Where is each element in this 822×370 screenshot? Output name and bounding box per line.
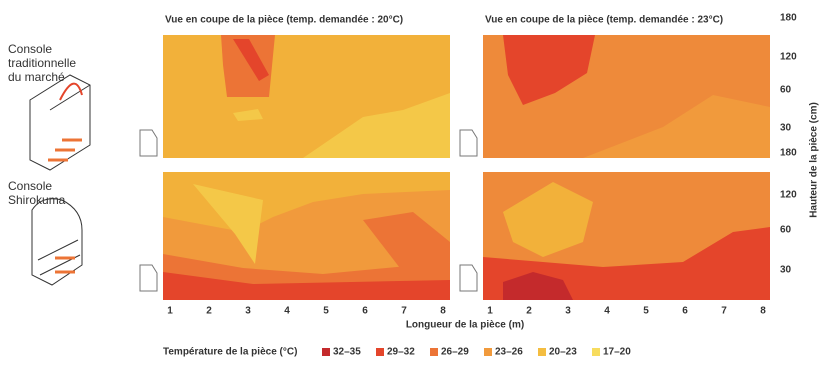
y-tick-label: 30 <box>780 265 792 276</box>
legend-title: Température de la pièce (°C) <box>163 347 297 358</box>
device-label: Shirokuma <box>8 193 66 207</box>
legend-label: 23–26 <box>495 347 523 358</box>
y-tick-label: 30 <box>780 123 792 134</box>
person-icon <box>459 264 478 292</box>
legend-label: 32–35 <box>333 347 361 358</box>
contour-panel <box>483 35 770 158</box>
console-icon <box>29 74 91 171</box>
device-label: Console <box>8 179 52 193</box>
device-label: traditionnelle <box>8 56 76 70</box>
legend-swatch <box>322 348 330 356</box>
panel-title: Vue en coupe de la pièce (temp. demandée… <box>485 15 723 26</box>
legend-swatch <box>592 348 600 356</box>
legend-label: 17–20 <box>603 347 631 358</box>
y-tick-label: 60 <box>780 85 792 96</box>
y-tick-label: 180 <box>780 148 797 159</box>
x-tick-label: 8 <box>440 306 446 317</box>
y-tick-label: 120 <box>780 190 797 201</box>
person-icon <box>139 129 158 157</box>
x-tick-label: 2 <box>206 306 212 317</box>
x-tick-label: 6 <box>682 306 688 317</box>
x-tick-label: 7 <box>401 306 407 317</box>
device-label: Console <box>8 42 52 56</box>
contour-panel <box>163 172 450 300</box>
contour-panel <box>483 172 770 300</box>
x-tick-label: 6 <box>362 306 368 317</box>
y-tick-label: 60 <box>780 225 792 236</box>
console-icon <box>31 198 83 286</box>
x-tick-label: 4 <box>604 306 610 317</box>
legend-label: 20–23 <box>549 347 577 358</box>
panel-title: Vue en coupe de la pièce (temp. demandée… <box>165 15 403 26</box>
person-icon <box>139 264 158 292</box>
person-icon <box>459 129 478 157</box>
x-tick-label: 8 <box>760 306 766 317</box>
x-tick-label: 7 <box>721 306 727 317</box>
legend-swatch <box>484 348 492 356</box>
legend-swatch <box>430 348 438 356</box>
legend-swatch <box>538 348 546 356</box>
legend-swatch <box>376 348 384 356</box>
legend-label: 29–32 <box>387 347 415 358</box>
y-tick-label: 180 <box>780 13 797 24</box>
x-tick-label: 3 <box>565 306 571 317</box>
x-tick-label: 1 <box>487 306 493 317</box>
x-tick-label: 4 <box>284 306 290 317</box>
contour-panel <box>163 35 450 158</box>
x-tick-label: 1 <box>167 306 173 317</box>
x-axis-label: Longueur de la pièce (m) <box>406 320 524 331</box>
device-label: du marché <box>8 70 65 84</box>
y-axis-label: Hauteur de la pièce (cm) <box>809 102 820 218</box>
y-tick-label: 120 <box>780 52 797 63</box>
legend-label: 26–29 <box>441 347 469 358</box>
x-tick-label: 3 <box>245 306 251 317</box>
x-tick-label: 5 <box>643 306 649 317</box>
x-tick-label: 5 <box>323 306 329 317</box>
x-tick-label: 2 <box>526 306 532 317</box>
